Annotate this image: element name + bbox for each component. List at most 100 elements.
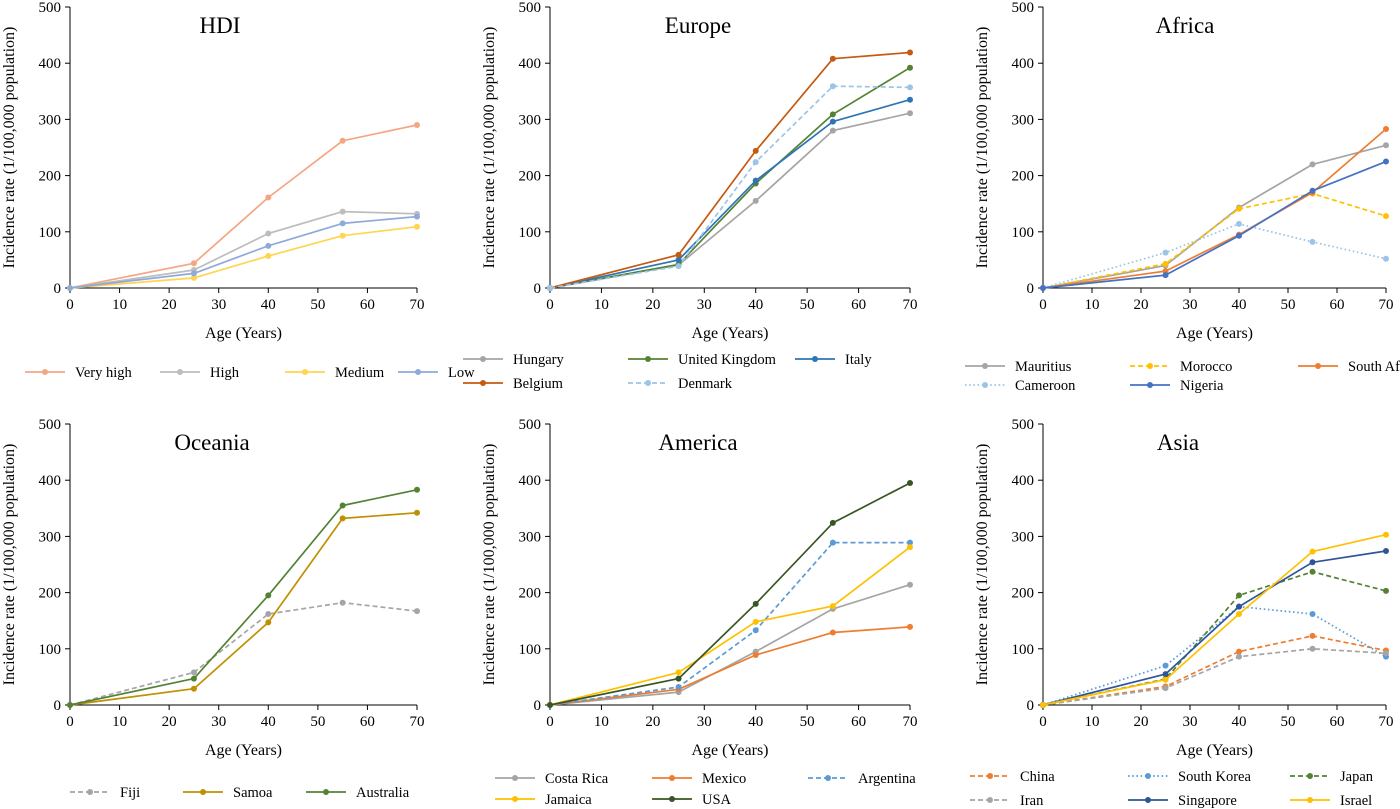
legend-label: Very high (75, 365, 133, 381)
legend-label: Denmark (678, 376, 733, 392)
series-line-2 (549, 541, 910, 706)
series-line-4 (1042, 160, 1387, 289)
data-point (1383, 213, 1389, 220)
y-tick-label: 500 (519, 417, 542, 433)
x-axis-label: Age (Years) (691, 325, 768, 342)
data-point (1162, 272, 1169, 279)
x-tick-label: 30 (1183, 297, 1198, 313)
legend-label: Nigeria (1180, 378, 1224, 394)
data-point (1309, 645, 1316, 652)
data-point (829, 111, 836, 118)
y-tick-label: 0 (534, 281, 542, 297)
x-tick-label: 20 (162, 297, 177, 313)
y-tick-label: 400 (519, 473, 542, 489)
legend-swatch-marker (177, 369, 183, 375)
series-line-0 (549, 112, 911, 289)
data-point (752, 627, 759, 634)
data-point (1236, 232, 1242, 239)
legend-label: Low (448, 365, 475, 381)
x-axis-label: Age (Years) (1176, 742, 1253, 759)
data-point (190, 260, 197, 267)
legend-label: Cameroon (1015, 378, 1076, 394)
chart-panel-1: 0 100 200 300 400 500 0 10 20 30 40 50 60 70 Europe Age… (463, 0, 918, 392)
x-tick-label: 70 (1379, 714, 1394, 730)
y-tick-label: 500 (1012, 417, 1035, 433)
y-axis-label: Incidence rate (1/100,000 population) (1, 444, 18, 686)
data-point (1162, 249, 1169, 256)
data-point (414, 122, 420, 129)
x-tick-label: 10 (112, 714, 127, 730)
data-point (829, 127, 836, 134)
y-tick-label: 500 (39, 0, 62, 16)
data-point (907, 49, 913, 56)
legend-label: South Africa (1348, 359, 1400, 375)
legend-entry: Belgium (463, 376, 564, 392)
data-point (1162, 671, 1169, 678)
y-tick-label: 500 (519, 0, 542, 16)
data-point (1383, 587, 1389, 594)
data-point (907, 110, 913, 117)
data-point (339, 599, 346, 606)
legend-label: Argentina (858, 771, 916, 787)
legend-entry: Iran (970, 793, 1044, 809)
data-point (1309, 559, 1316, 566)
data-point (1383, 142, 1389, 149)
y-tick-label: 300 (519, 529, 542, 545)
y-axis-label: Incidence rate (1/100,000 population) (974, 444, 991, 686)
data-point (190, 669, 197, 676)
y-axis-label: Incidence rate (1/100,000 population) (481, 444, 498, 686)
data-point (752, 147, 759, 154)
x-axis-label: Age (Years) (205, 325, 282, 342)
chart-panel-4: 0 100 200 300 400 500 0 10 20 30 40 50 60 70 America Ag… (481, 417, 918, 808)
x-tick-label: 10 (594, 714, 609, 730)
x-tick-label: 40 (748, 714, 763, 730)
data-point (675, 263, 682, 270)
data-point (1236, 653, 1242, 660)
data-point (339, 137, 346, 144)
data-point (675, 684, 682, 691)
data-point (1309, 161, 1316, 168)
series-line-1 (69, 210, 418, 289)
legend-swatch-marker (987, 797, 993, 803)
legend-label: Mauritius (1015, 359, 1072, 375)
data-point (1309, 548, 1316, 555)
data-point (265, 230, 272, 237)
legend-label: Costa Rica (545, 771, 609, 787)
x-tick-label: 0 (546, 714, 554, 730)
legend-label: High (210, 365, 240, 381)
y-tick-label: 200 (1012, 169, 1035, 185)
data-point (1040, 285, 1046, 291)
y-tick-label: 0 (54, 281, 62, 297)
data-point (1383, 531, 1389, 538)
legend-label: Medium (335, 365, 385, 381)
legend-swatch-marker (645, 380, 651, 386)
data-point (752, 600, 759, 607)
legend-swatch-marker (1145, 797, 1151, 803)
series-line-1 (69, 511, 418, 706)
x-tick-label: 60 (851, 297, 866, 313)
legend-label: China (1020, 769, 1055, 785)
legend-swatch-marker (812, 356, 818, 362)
data-point (1040, 702, 1046, 708)
data-point (414, 223, 420, 230)
series-line-2 (1042, 570, 1387, 706)
x-tick-label: 40 (261, 714, 276, 730)
data-point (675, 251, 682, 258)
legend-entry: Japan (1290, 769, 1374, 785)
legend-entry: South Korea (1128, 769, 1251, 785)
data-point (1162, 685, 1169, 692)
y-tick-label: 500 (39, 417, 62, 433)
data-point (829, 519, 836, 526)
legend-label: Belgium (513, 376, 564, 392)
chart-title: Africa (1156, 13, 1215, 38)
legend-label: Jamaica (545, 792, 592, 808)
data-point (752, 177, 759, 184)
legend-entry: Costa Rica (495, 771, 609, 787)
x-tick-label: 40 (261, 297, 276, 313)
y-tick-label: 0 (534, 698, 542, 714)
legend-swatch-marker (982, 382, 988, 388)
legend-label: Israel (1340, 793, 1372, 809)
series-line-4 (549, 85, 911, 289)
legend-swatch-marker (415, 369, 421, 375)
y-tick-label: 200 (39, 586, 62, 602)
